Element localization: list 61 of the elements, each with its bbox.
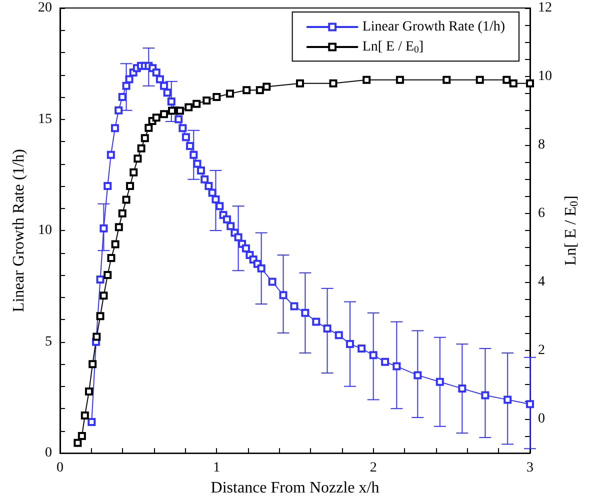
point <box>296 79 304 88</box>
point <box>137 144 146 152</box>
point <box>396 76 404 84</box>
x-tick-label: 1 <box>213 460 220 476</box>
point <box>226 90 234 98</box>
point <box>212 93 221 102</box>
y-tick-label: 5 <box>45 334 52 350</box>
point <box>74 438 82 447</box>
point <box>476 76 484 84</box>
point <box>126 182 134 190</box>
x-axis-title: Distance From Nozzle x/h <box>210 480 380 496</box>
y-tick-label: 0 <box>45 446 52 461</box>
y2-axis-title: Ln[ E / E0] <box>562 196 581 266</box>
point <box>152 114 160 122</box>
x-tick-label: 0 <box>56 460 64 476</box>
legend-label: Linear Growth Rate (1/h) <box>362 20 506 34</box>
y-tick-label: 15 <box>38 112 52 127</box>
point <box>118 209 126 218</box>
point <box>111 240 120 248</box>
x-tick-label: 2 <box>370 460 377 476</box>
point <box>84 387 93 396</box>
point <box>134 154 142 163</box>
point <box>242 86 251 94</box>
x-tick-label: 3 <box>526 460 534 476</box>
y-tick-label: 10 <box>38 223 52 238</box>
point <box>78 432 86 440</box>
point <box>144 124 153 132</box>
point <box>122 196 130 204</box>
point <box>192 100 201 108</box>
y2-tick-label: 2 <box>538 342 545 358</box>
point <box>176 106 184 115</box>
point <box>160 110 168 118</box>
y2-tick-label: 6 <box>538 206 545 221</box>
point <box>526 79 534 88</box>
point <box>88 360 97 368</box>
point <box>329 79 338 88</box>
point <box>262 82 271 91</box>
y2-tick-label: 8 <box>538 137 545 152</box>
point <box>442 76 451 84</box>
y2-tick-label: 12 <box>538 0 552 16</box>
point <box>130 168 138 176</box>
point <box>104 271 112 280</box>
y2-tick-label: 10 <box>538 68 552 84</box>
point <box>168 106 176 115</box>
point <box>140 134 149 142</box>
point <box>502 76 511 84</box>
point <box>184 103 193 112</box>
point <box>202 96 211 104</box>
y2-tick-label: 4 <box>538 274 545 290</box>
y-axis-title: Linear Growth Rate (1/h) <box>10 149 28 312</box>
point <box>80 411 89 420</box>
y2-tick-label: 0 <box>538 411 545 426</box>
point <box>114 223 123 232</box>
y-tick-label: 20 <box>38 0 52 16</box>
point <box>92 332 101 341</box>
point <box>256 86 264 94</box>
point <box>362 76 371 84</box>
point <box>107 254 116 262</box>
point <box>509 79 518 88</box>
point <box>100 292 108 300</box>
point <box>96 312 104 320</box>
